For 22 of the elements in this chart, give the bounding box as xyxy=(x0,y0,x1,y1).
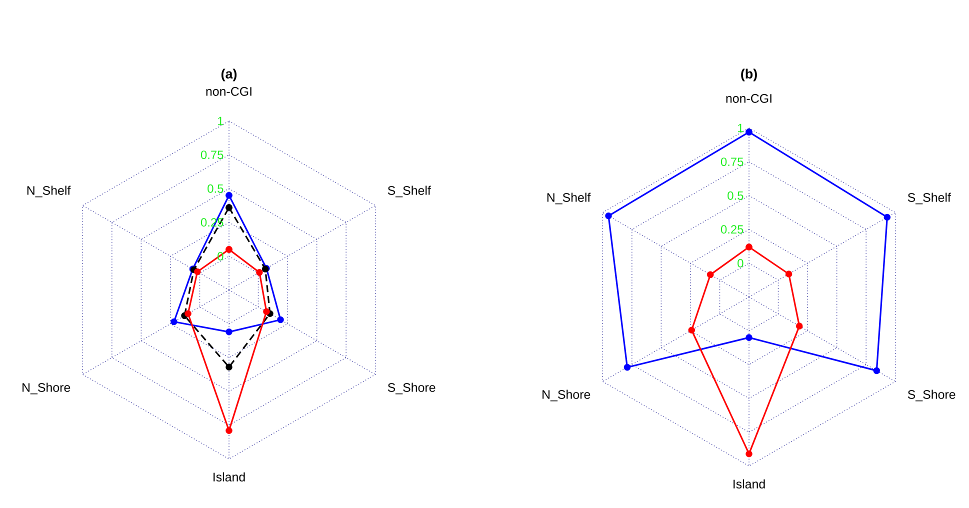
spoke-label: S_Shore xyxy=(908,390,956,402)
spoke-label: Island xyxy=(214,472,245,482)
y-tick-label: 1 xyxy=(738,124,744,132)
y-tick-label: 0.75 xyxy=(720,158,744,166)
y-tick-label: 0.5 xyxy=(208,184,224,193)
spoke-label: S_Shore xyxy=(388,382,436,394)
y-tick-label: 1 xyxy=(218,116,224,126)
spoke-label: S_Shelf xyxy=(908,192,951,204)
spoke-label: non-CGI xyxy=(726,94,772,103)
y-tick-label: 0.75 xyxy=(200,150,224,160)
spoke-label: non-CGI xyxy=(206,87,252,96)
spoke-label: N_Shore xyxy=(542,390,590,402)
chart-title: (a) xyxy=(221,68,237,82)
y-tick-label: 0.5 xyxy=(728,191,744,200)
spoke-label: Island xyxy=(734,479,765,488)
spoke-label: S_Shelf xyxy=(388,186,431,198)
chart-title: (b) xyxy=(741,68,757,82)
y-tick-label: 0.25 xyxy=(720,225,744,234)
spoke-label: N_Shore xyxy=(22,382,70,394)
spoke-label: N_Shelf xyxy=(547,192,591,204)
y-tick-label: 0 xyxy=(738,258,744,268)
spoke-label: N_Shelf xyxy=(27,186,71,198)
